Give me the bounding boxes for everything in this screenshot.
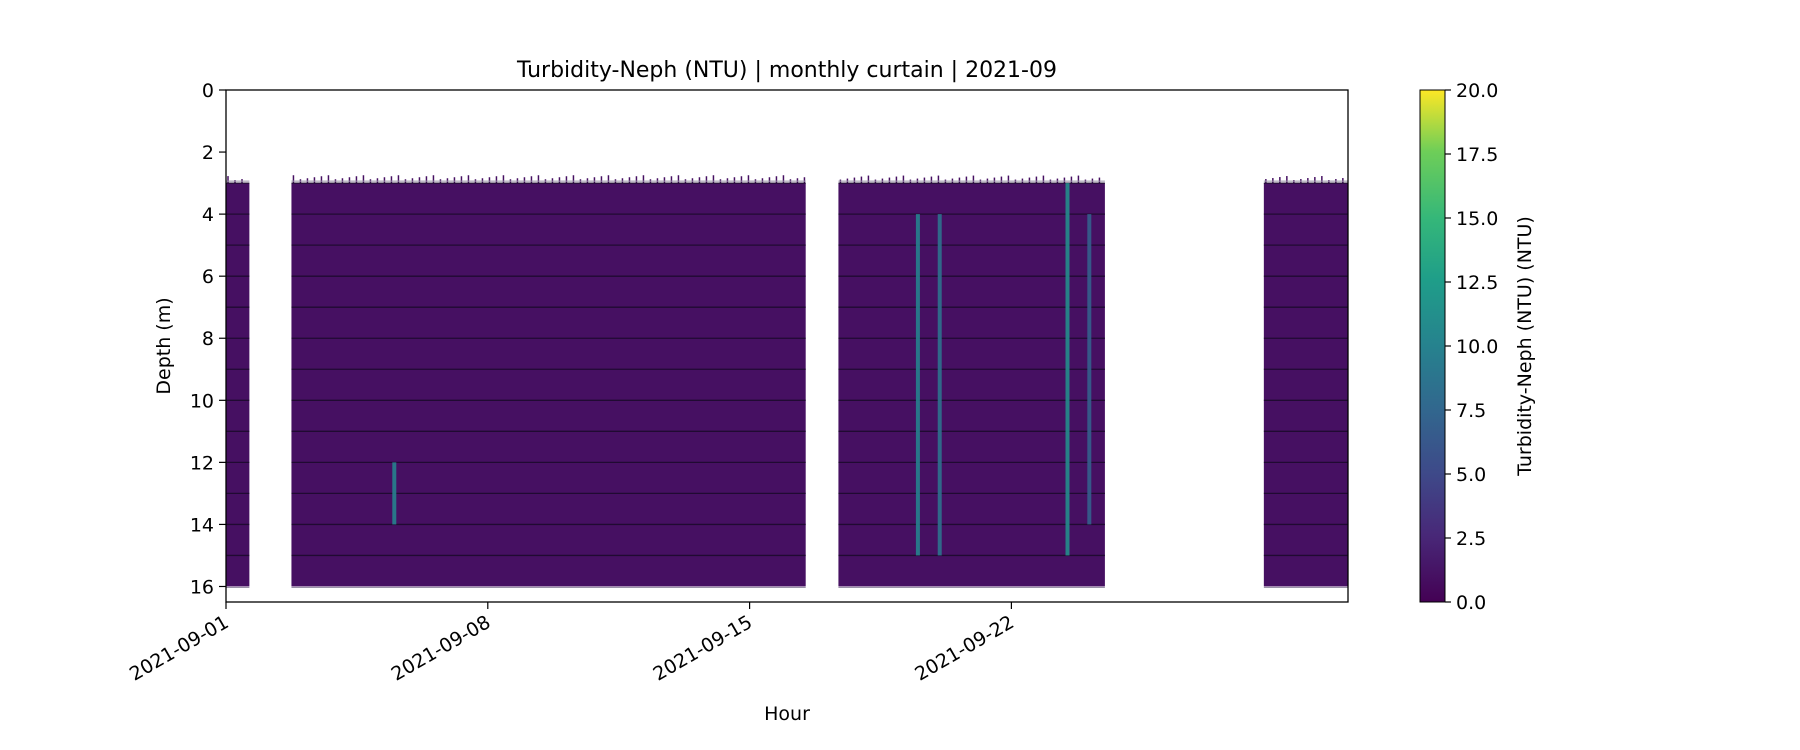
x-tick-label: 2021-09-08: [388, 611, 495, 685]
y-axis-label: Depth (m): [153, 297, 175, 394]
segment-edge-ticks: [1263, 176, 1348, 588]
colorbar-tick-label: 0.0: [1456, 592, 1486, 614]
x-axis-label: Hour: [764, 703, 810, 725]
colorbar-tick-label: 5.0: [1456, 464, 1486, 486]
x-tick-label: 2021-09-15: [649, 611, 756, 685]
colorbar: [1419, 89, 1446, 603]
y-tick-label: 4: [202, 204, 214, 226]
segment-edge-ticks: [838, 175, 1105, 588]
data-segment: [1263, 183, 1348, 587]
segment-edge-ticks: [291, 175, 806, 588]
y-tick-label: 16: [190, 576, 214, 598]
colorbar-tick-label: 17.5: [1456, 144, 1498, 166]
x-tick-label: 2021-09-01: [126, 611, 233, 685]
colorbar-axis: 0.0 2.5 5.0 7.5 10.0 12.5 15.0 17.5 20.0: [1445, 80, 1498, 614]
colorbar-tick-label: 7.5: [1456, 400, 1486, 422]
y-tick-label: 14: [190, 514, 214, 536]
y-tick-label: 6: [202, 266, 214, 288]
elevated-reading: [392, 462, 397, 525]
y-tick-label: 12: [190, 452, 214, 474]
data-segment: [291, 183, 806, 587]
elevated-reading: [915, 214, 920, 556]
data-segment: [226, 183, 250, 587]
chart-title: Turbidity-Neph (NTU) | monthly curtain |…: [516, 58, 1057, 83]
colorbar-tick-label: 12.5: [1456, 272, 1498, 294]
elevated-reading: [1087, 214, 1092, 525]
x-tick-label: 2021-09-22: [911, 611, 1018, 685]
colorbar-label: Turbidity-Neph (NTU) (NTU): [1514, 216, 1536, 477]
colorbar-tick-label: 2.5: [1456, 528, 1486, 550]
y-tick-label: 10: [190, 390, 214, 412]
y-tick-label: 0: [202, 80, 214, 102]
colorbar-tick-label: 20.0: [1456, 80, 1498, 102]
elevated-reading: [937, 214, 942, 556]
plot-area: [226, 175, 1348, 588]
y-tick-label: 8: [202, 328, 214, 350]
elevated-reading: [1065, 183, 1070, 556]
colorbar-tick-label: 15.0: [1456, 208, 1498, 230]
x-axis: 2021-09-01 2021-09-08 2021-09-15 2021-09-22: [126, 602, 1018, 686]
colorbar-tick-label: 10.0: [1456, 336, 1498, 358]
y-axis: 0 2 4 6 8 10 12 14 16: [190, 80, 226, 598]
data-segment: [838, 183, 1105, 587]
y-tick-label: 2: [202, 142, 214, 164]
plot-frame: [225, 89, 1349, 603]
